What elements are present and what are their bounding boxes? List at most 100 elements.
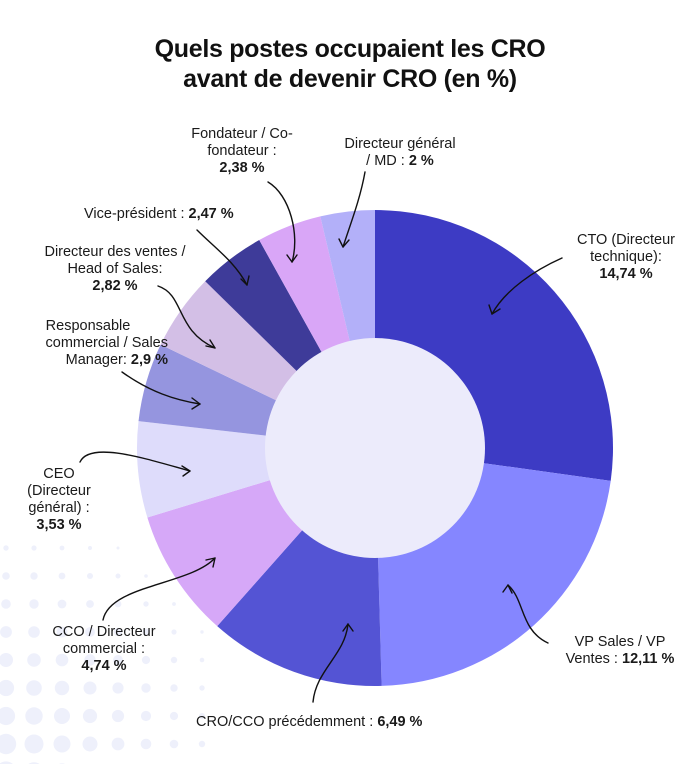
bg-dot xyxy=(141,683,151,693)
bg-dot xyxy=(54,680,70,696)
arrowhead-dir-ventes xyxy=(205,339,216,349)
label-cro-cco: CRO/CCO précédemment : 6,49 % xyxy=(196,714,423,730)
label-cto: CTO (Directeur technique): 14,74 % xyxy=(576,232,676,282)
arrowhead-cro-cco xyxy=(342,623,354,632)
background-dot-pattern xyxy=(0,545,206,764)
bg-dot xyxy=(141,655,151,665)
leader-line-cto xyxy=(491,257,563,315)
arrowhead-fondateur xyxy=(286,254,298,263)
leader-line-responsable xyxy=(121,371,201,405)
label-fondateur: Fondateur / Co- fondateur : 2,38 % xyxy=(191,126,293,176)
arrowhead-dir-general xyxy=(338,238,350,248)
bg-dot xyxy=(0,761,13,764)
bg-dot xyxy=(111,737,125,751)
bg-dot xyxy=(2,572,10,580)
bg-dot xyxy=(0,653,13,667)
arrowhead-cto xyxy=(488,304,501,315)
leader-line-vp-sales xyxy=(507,584,549,644)
bg-dot xyxy=(82,708,98,724)
bg-dot xyxy=(30,572,38,580)
bg-dot xyxy=(26,680,42,696)
bg-dot xyxy=(142,628,150,636)
chart-title: Quels postes occupaient les CRO avant de… xyxy=(0,34,700,94)
bg-dot xyxy=(0,706,16,726)
bg-dot xyxy=(140,710,152,722)
bg-dot xyxy=(28,626,40,638)
bg-dot xyxy=(87,573,93,579)
label-responsable: Responsable commercial / Sales Manager: … xyxy=(45,318,168,368)
label-cco: CCO / Directeur commercial : 4,74 % xyxy=(52,624,156,674)
bg-dot xyxy=(200,630,204,634)
bg-dot xyxy=(88,546,92,550)
bg-dot xyxy=(199,657,205,663)
bg-dot xyxy=(53,735,71,753)
bg-dot xyxy=(55,653,69,667)
bg-dot xyxy=(140,738,152,750)
bg-dot xyxy=(31,545,37,551)
arrowhead-responsable xyxy=(191,397,201,410)
leader-line-dir-general xyxy=(342,171,366,248)
bg-dot xyxy=(111,709,125,723)
label-vice-pres: Vice-président : 2,47 % xyxy=(84,206,234,222)
title-line-1: Quels postes occupaient les CRO xyxy=(154,35,546,63)
bg-dot xyxy=(144,574,148,578)
bg-dot xyxy=(172,602,176,606)
bg-dot xyxy=(29,599,39,609)
leader-line-cco xyxy=(102,557,216,621)
bg-dot xyxy=(27,653,41,667)
bg-dot xyxy=(170,656,178,664)
bg-dot xyxy=(198,740,206,748)
bg-dot xyxy=(86,600,94,608)
bg-dot xyxy=(169,711,179,721)
value-cco: 4,74 % xyxy=(81,658,127,674)
label-ceo: CEO (Directeur général) : 3,53 % xyxy=(27,466,91,533)
bg-dot xyxy=(25,707,43,725)
leader-line-cro-cco xyxy=(312,623,349,703)
value-fondateur: 2,38 % xyxy=(219,160,265,176)
leader-line-vice-pres xyxy=(196,229,248,286)
value-cto: 14,74 % xyxy=(599,266,653,282)
arrowhead-cco xyxy=(205,557,216,568)
bg-dot xyxy=(56,626,68,638)
bg-dot xyxy=(84,654,96,666)
bg-dot xyxy=(116,546,120,550)
arrowhead-ceo xyxy=(181,465,191,477)
bg-dot xyxy=(0,679,15,697)
donut-center xyxy=(265,338,485,558)
bg-dot xyxy=(113,655,123,665)
bg-dot xyxy=(143,601,149,607)
bg-dot xyxy=(57,599,67,609)
value-dir-general: 2 % xyxy=(408,153,434,169)
bg-dot xyxy=(0,733,17,755)
bg-dot xyxy=(82,736,98,752)
label-dir-general: Directeur général / MD : 2 % xyxy=(344,136,456,169)
leader-line-fondateur xyxy=(267,181,296,263)
label-dir-ventes: Directeur des ventes / Head of Sales: 2,… xyxy=(44,244,186,294)
value-dir-ventes: 2,82 % xyxy=(92,278,138,294)
value-responsable: 2,9 % xyxy=(130,352,168,368)
bg-dot xyxy=(199,713,205,719)
bg-dot xyxy=(112,682,124,694)
bg-dot xyxy=(3,545,9,551)
value-vice-pres: 2,47 % xyxy=(188,206,234,222)
bg-dot xyxy=(54,708,70,724)
bg-dot xyxy=(170,684,178,692)
bg-dot xyxy=(171,629,177,635)
bg-dot xyxy=(59,545,65,551)
leader-line-ceo xyxy=(79,451,191,472)
bg-dot xyxy=(83,681,97,695)
value-vp-sales: 12,11 % xyxy=(622,651,675,667)
label-vp-sales: VP Sales / VP Ventes : 12,11 % xyxy=(565,634,675,667)
leader-line-dir-ventes xyxy=(157,285,216,349)
bg-dot xyxy=(115,573,121,579)
bg-dot xyxy=(24,734,44,754)
bg-dot xyxy=(113,627,123,637)
leader-lines xyxy=(79,171,563,703)
arrowhead-vice-pres xyxy=(240,275,250,286)
bg-dot xyxy=(85,627,95,637)
value-cro-cco: 6,49 % xyxy=(377,714,423,730)
bg-dot xyxy=(0,626,12,638)
bg-dot xyxy=(169,739,179,749)
value-ceo: 3,53 % xyxy=(36,517,82,533)
